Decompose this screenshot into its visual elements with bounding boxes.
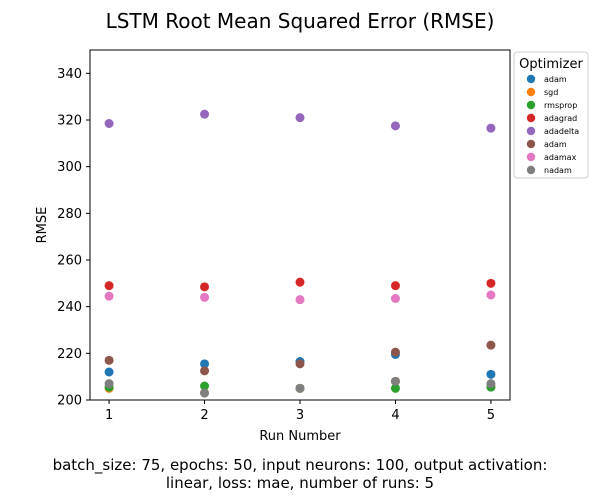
y-tick-label: 280 [57, 207, 82, 222]
data-point-adam [104, 367, 114, 377]
data-point-adagrad [104, 281, 114, 291]
legend-label-adam: adam [544, 140, 567, 149]
x-tick-label: 1 [105, 408, 113, 423]
y-tick-label: 320 [57, 114, 82, 129]
x-axis-ticks: 1 2 3 4 5 [105, 400, 495, 423]
data-point-adadelta [104, 119, 114, 128]
data-point-adagrad [390, 281, 400, 291]
data-point-adadelta [486, 123, 496, 133]
legend-label-nadam: nadam [544, 166, 572, 175]
y-tick-label: 300 [57, 160, 82, 175]
data-point-nadam [104, 379, 114, 389]
legend-marker-adam [526, 139, 536, 149]
y-axis-ticks: 200 220 240 260 280 300 320 340 [57, 67, 90, 409]
data-point-adamax [486, 290, 496, 300]
data-point-adam [486, 340, 496, 350]
data-point-adam [390, 347, 400, 357]
data-point-nadam [486, 379, 496, 389]
x-tick-label: 4 [391, 408, 399, 423]
plot-area: 1 2 3 4 5 200 220 240 260 280 300 320 340 [57, 49, 511, 423]
legend-items: adam sgd rmsprop adagrad adadelta adam adamax n… [526, 74, 579, 175]
data-point-adam [200, 359, 210, 369]
x-tick-label: 3 [296, 408, 304, 423]
data-point-adam [200, 366, 210, 376]
legend-marker-adam [526, 74, 536, 84]
data-point-rmsprop [390, 383, 400, 393]
legend-marker-sgd [526, 87, 536, 97]
legend-marker-adamax [526, 152, 536, 162]
data-point-adamax [390, 294, 400, 303]
data-point-adadelta [200, 109, 210, 119]
legend-label-adadelta: adadelta [544, 127, 579, 136]
plot-frame [89, 49, 511, 401]
data-point-adagrad [486, 278, 496, 288]
data-point-adagrad [200, 282, 210, 292]
x-axis-label: Run Number [259, 429, 341, 444]
y-tick-label: 240 [57, 300, 82, 315]
data-points [104, 109, 496, 398]
data-point-nadam [200, 388, 210, 398]
data-point-adamax [200, 292, 210, 302]
y-axis-label: RMSE [35, 207, 50, 244]
data-point-adagrad [295, 277, 305, 287]
data-point-adadelta [295, 113, 305, 123]
data-point-adamax [104, 291, 114, 301]
y-tick-label: 260 [57, 254, 82, 269]
legend-label-sgd: sgd [544, 88, 558, 97]
legend-label-adagrad: adagrad [544, 114, 577, 123]
legend-label-rmsprop: rmsprop [544, 101, 577, 110]
x-tick-label: 2 [200, 408, 208, 423]
data-point-adadelta [390, 121, 400, 131]
data-point-adamax [295, 295, 305, 305]
y-tick-label: 200 [57, 394, 82, 409]
y-tick-label: 220 [57, 347, 82, 362]
legend-label-adamax: adamax [544, 153, 577, 162]
legend-title: Optimizer [519, 57, 583, 72]
legend-marker-rmsprop [526, 100, 536, 110]
x-tick-label: 5 [487, 408, 495, 423]
chart-title: LSTM Root Mean Squared Error (RMSE) [106, 9, 495, 33]
data-point-nadam [390, 376, 400, 386]
data-point-adam [104, 355, 114, 365]
legend-marker-adadelta [526, 126, 536, 136]
data-point-adam [295, 359, 305, 369]
legend-marker-nadam [526, 165, 536, 175]
data-point-adam [486, 369, 496, 379]
legend: Optimizer adamsgdrmspropadagradadadeltaa… [513, 51, 589, 179]
caption-line-1: batch_size: 75, epochs: 50, input neuron… [53, 456, 548, 475]
legend-label-adam: adam [544, 75, 567, 84]
legend-marker-adagrad [526, 113, 536, 123]
data-point-rmsprop [200, 381, 210, 391]
data-point-nadam [295, 383, 305, 393]
y-tick-label: 340 [57, 67, 82, 82]
caption-line-2: linear, loss: mae, number of runs: 5 [166, 474, 434, 492]
